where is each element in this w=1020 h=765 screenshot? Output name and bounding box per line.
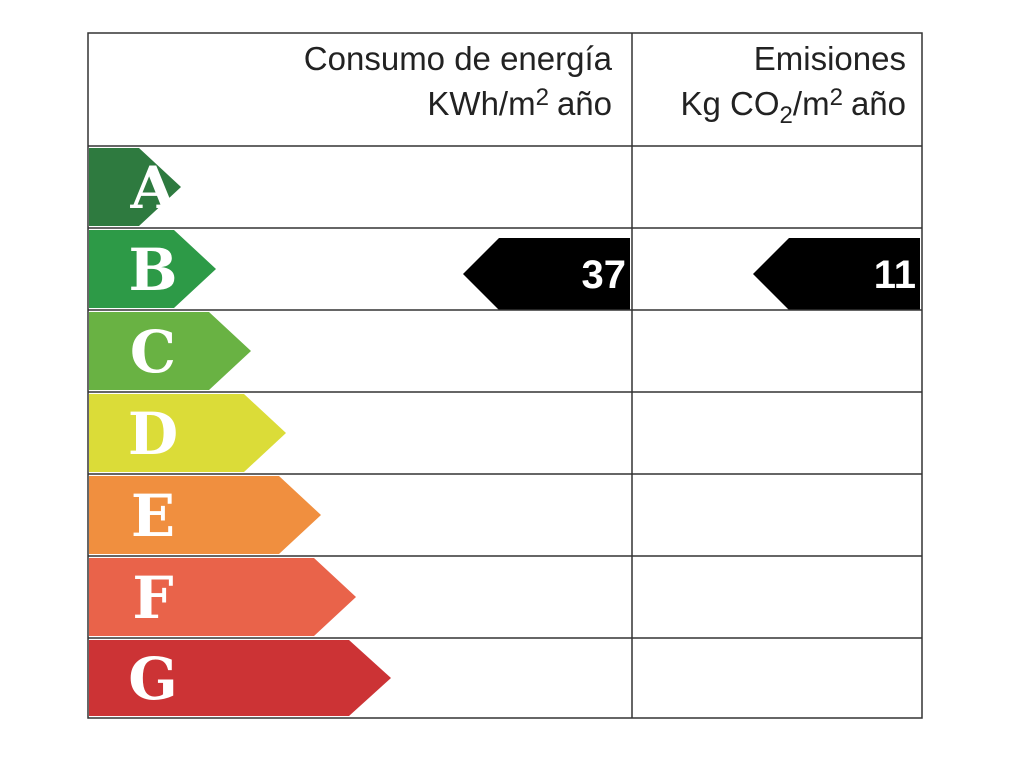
emissions-unit: Kg CO2/m2 año	[681, 84, 907, 129]
class-arrow	[89, 640, 391, 716]
energy-title: Consumo de energía	[304, 40, 613, 77]
class-arrow	[89, 148, 181, 226]
rating-pointer	[753, 238, 920, 310]
unit-text: año	[557, 85, 612, 122]
unit-sub: 2	[780, 102, 793, 129]
class-arrow	[89, 312, 251, 390]
class-letter: G	[128, 645, 178, 713]
unit-sup: 2	[830, 84, 843, 111]
unit-text: /m	[793, 85, 830, 122]
emissions-title: Emisiones	[754, 40, 906, 77]
class-letter: C	[130, 318, 176, 386]
rating-value: 11	[874, 253, 916, 297]
class-letter: F	[132, 564, 173, 632]
class-letter: A	[129, 154, 176, 222]
class-arrow	[89, 230, 216, 308]
class-arrow	[89, 476, 321, 554]
unit-sup: 2	[536, 84, 549, 111]
class-arrow	[89, 558, 356, 636]
class-letter: E	[131, 482, 175, 550]
unit-text: año	[851, 85, 906, 122]
unit-text: KWh/m	[427, 85, 535, 122]
class-letter: D	[128, 400, 178, 468]
energy-unit: KWh/m2 año	[427, 84, 612, 122]
class-arrow	[89, 394, 286, 472]
class-letter: B	[128, 236, 177, 304]
rating-pointer	[463, 238, 630, 310]
frame	[87, 32, 923, 719]
rating-value: 37	[582, 253, 627, 297]
unit-text: Kg CO	[681, 85, 780, 122]
